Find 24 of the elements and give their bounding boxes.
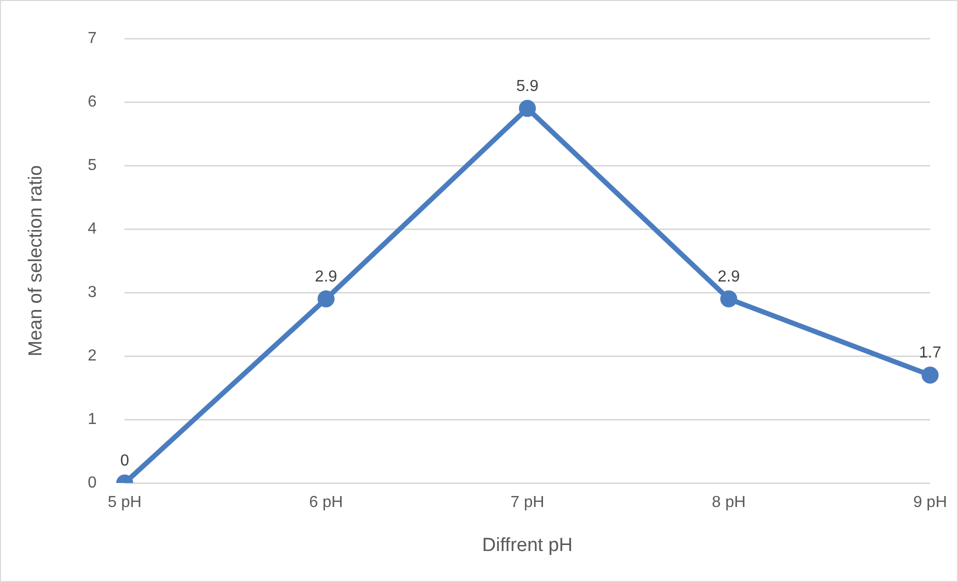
x-tick-label: 9 pH — [913, 494, 947, 512]
x-tick-label: 5 pH — [108, 494, 142, 512]
y-tick-label: 2 — [88, 347, 97, 364]
x-tick-label: 6 pH — [309, 494, 343, 512]
y-axis-title: Mean of selection ratio — [26, 165, 47, 356]
y-tick-label: 0 — [88, 474, 97, 492]
point — [922, 366, 939, 384]
data-label: 1.7 — [918, 344, 942, 362]
point — [720, 290, 738, 308]
y-tick-label: 6 — [88, 93, 97, 110]
y-tick-label: 3 — [88, 284, 97, 301]
x-axis-title: Diffrent pH — [482, 534, 573, 556]
data-label: 2.9 — [314, 268, 338, 286]
point — [518, 100, 536, 117]
data-label: 2.9 — [718, 268, 740, 286]
y-tick-label: 7 — [88, 30, 97, 48]
y-tick-label: 5 — [88, 156, 97, 174]
y-tick-label: 1 — [88, 410, 97, 428]
point — [318, 290, 335, 308]
x-tick-label: 8 pH — [712, 494, 746, 512]
data-label: 0 — [120, 452, 130, 470]
y-tick-label: 4 — [88, 220, 97, 238]
data-label: 5.9 — [516, 78, 539, 95]
x-tick-label: 7 pH — [510, 494, 544, 512]
